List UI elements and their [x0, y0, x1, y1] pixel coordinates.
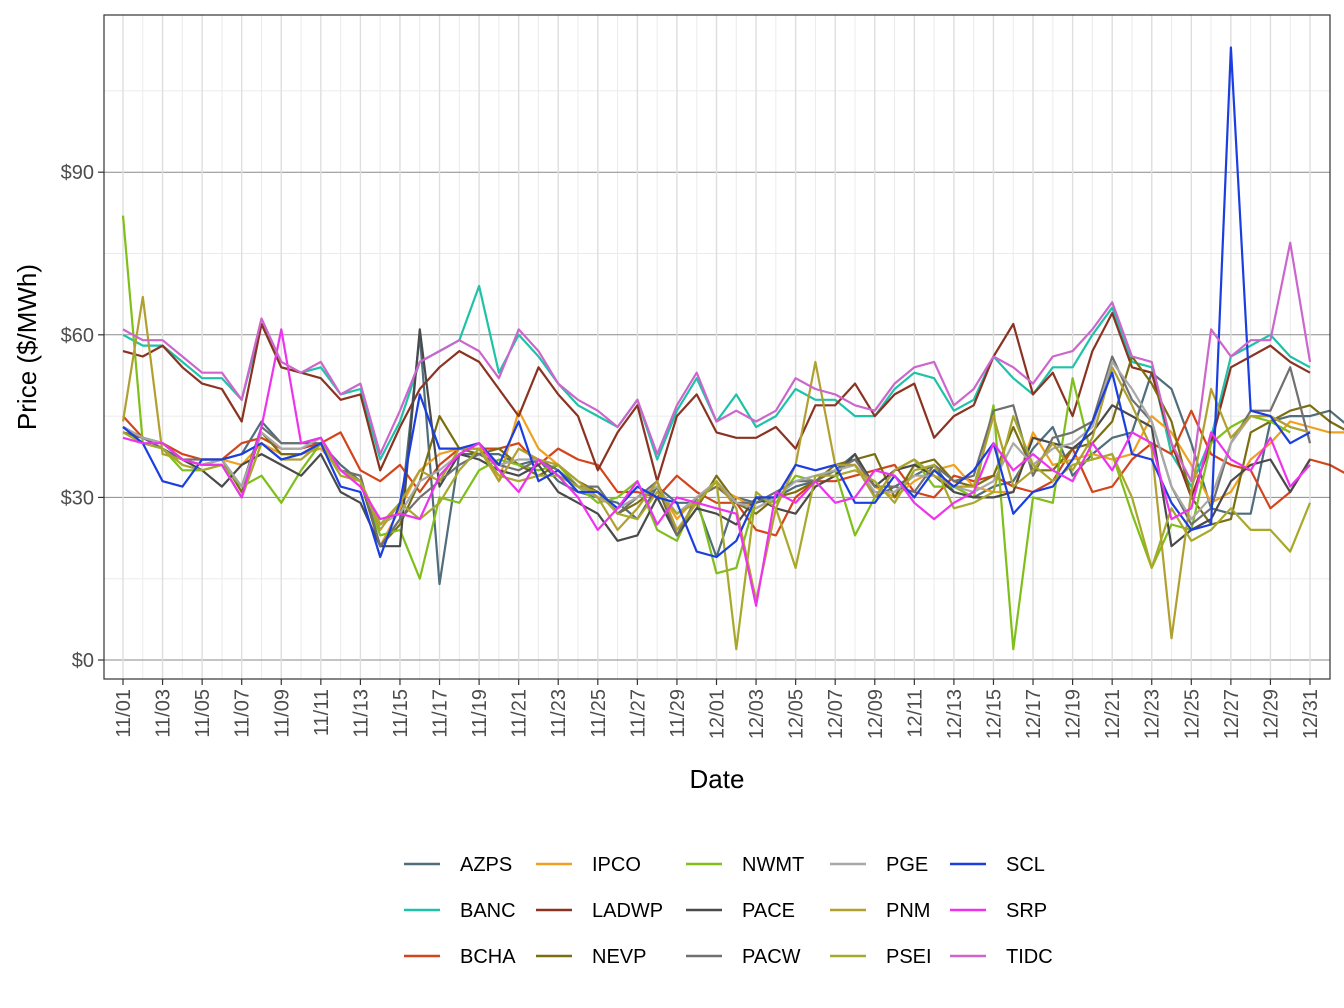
legend-item-pace: PACE	[686, 900, 795, 922]
legend-label-pnm: PNM	[886, 900, 930, 922]
x-tick-label: 11/05	[192, 689, 214, 738]
y-tick-label: $0	[72, 650, 94, 672]
y-axis: $0 $30 $60 $90	[61, 162, 104, 672]
x-tick-label: 12/03	[746, 689, 768, 739]
x-tick-label: 11/23	[548, 689, 570, 738]
minor-gridlines	[104, 15, 1330, 679]
y-tick-label: $90	[61, 162, 94, 184]
x-tick-label: 11/19	[469, 689, 491, 738]
series-line-ladwp	[122, 312, 1311, 499]
legend-item-ipco: IPCO	[536, 854, 641, 876]
x-tick-label: 12/05	[786, 689, 808, 739]
series-line-pace	[122, 328, 1311, 548]
legend-label-pge: PGE	[886, 854, 928, 876]
legend-label-nevp: NEVP	[592, 946, 646, 968]
x-axis-title: Date	[690, 764, 745, 794]
x-tick-label: 12/23	[1142, 689, 1164, 739]
x-tick-label: 11/01	[113, 689, 135, 738]
series-lines	[121, 46, 1344, 651]
x-tick-label: 12/27	[1221, 689, 1243, 739]
y-tick-label: $30	[61, 487, 94, 509]
x-tick-label: 12/13	[944, 689, 966, 739]
legend-item-pacw: PACW	[686, 946, 801, 968]
legend-item-psei: PSEI	[830, 946, 932, 968]
legend-item-tidc: TIDC	[950, 946, 1053, 968]
x-tick-label: 12/29	[1260, 689, 1282, 739]
legend-label-psei: PSEI	[886, 946, 932, 968]
x-tick-label: 11/03	[153, 689, 175, 738]
x-tick-label: 12/31	[1300, 689, 1322, 739]
legend-label-tidc: TIDC	[1006, 946, 1053, 968]
x-tick-label: 11/29	[667, 689, 689, 738]
legend-item-banc: BANC	[404, 900, 516, 922]
x-tick-label: 12/09	[865, 689, 887, 739]
x-tick-label: 11/11	[311, 689, 333, 736]
series-line-scl	[122, 46, 1311, 559]
x-tick-label: 12/07	[825, 689, 847, 739]
series-line-bcha	[122, 409, 1344, 537]
x-tick-label: 11/09	[271, 689, 293, 738]
legend-label-bcha: BCHA	[460, 946, 516, 968]
x-tick-label: 11/07	[232, 689, 254, 738]
legend-label-nwmt: NWMT	[742, 854, 804, 876]
legend-item-nwmt: NWMT	[686, 854, 804, 876]
y-tick-label: $60	[61, 325, 94, 347]
x-tick-label: 12/15	[983, 689, 1005, 739]
x-tick-label: 11/21	[509, 689, 531, 738]
legend-item-nevp: NEVP	[536, 946, 646, 968]
legend-item-scl: SCL	[950, 854, 1045, 876]
x-tick-label: 11/17	[430, 689, 452, 738]
legend-label-pacw: PACW	[742, 946, 801, 968]
x-tick-label: 12/11	[904, 689, 926, 738]
legend-item-srp: SRP	[950, 900, 1047, 922]
x-tick-label: 11/13	[350, 689, 372, 738]
legend: AZPS BANC BCHA IPCO LADWP NEVP NWMT PACE PACW PGE…	[404, 854, 1053, 968]
legend-label-scl: SCL	[1006, 854, 1045, 876]
legend-label-banc: BANC	[460, 900, 516, 922]
x-tick-label: 11/15	[390, 689, 412, 738]
series-line-tidc	[122, 241, 1312, 483]
legend-label-ladwp: LADWP	[592, 900, 663, 922]
x-tick-label: 12/25	[1181, 689, 1203, 739]
x-tick-label: 12/17	[1023, 689, 1045, 739]
legend-label-azps: AZPS	[460, 854, 512, 876]
x-tick-label: 12/19	[1063, 689, 1085, 739]
legend-item-pnm: PNM	[830, 900, 930, 922]
legend-item-ladwp: LADWP	[536, 900, 663, 922]
y-axis-title: Price ($/MWh)	[12, 264, 42, 430]
x-tick-label: 11/27	[627, 689, 649, 738]
legend-item-azps: AZPS	[404, 854, 512, 876]
x-tick-label: 12/01	[707, 689, 729, 739]
x-tick-label: 11/25	[588, 689, 610, 738]
legend-item-pge: PGE	[830, 854, 928, 876]
x-axis: 11/01 11/03 11/05 11/07 11/09 11/11 11/13 11/15…	[113, 679, 1322, 739]
series-line-srp	[122, 328, 1311, 607]
legend-label-ipco: IPCO	[592, 854, 641, 876]
x-tick-label: 12/21	[1102, 689, 1124, 739]
legend-label-srp: SRP	[1006, 900, 1047, 922]
legend-label-pace: PACE	[742, 900, 795, 922]
legend-item-bcha: BCHA	[404, 946, 516, 968]
